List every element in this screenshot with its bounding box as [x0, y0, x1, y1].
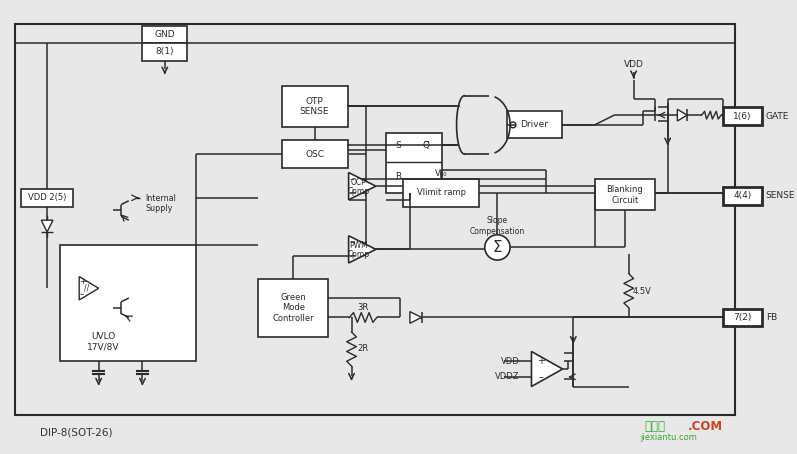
Text: VDD 2(5): VDD 2(5)	[28, 193, 66, 202]
Bar	[507, 111, 562, 138]
Bar	[723, 107, 762, 125]
Text: Green
Mode
Controller: Green Mode Controller	[273, 293, 314, 323]
Text: +: +	[347, 188, 355, 198]
Text: 接线图: 接线图	[645, 420, 665, 433]
Text: –: –	[349, 174, 354, 184]
Bar	[60, 245, 196, 361]
Text: PWM: PWM	[349, 241, 367, 250]
Text: jiexiantu.com: jiexiantu.com	[640, 433, 697, 442]
Polygon shape	[532, 351, 563, 386]
Text: //: //	[84, 284, 89, 293]
Text: 8(1): 8(1)	[155, 47, 174, 56]
Bar	[281, 140, 347, 168]
Bar	[723, 309, 762, 326]
Text: +: +	[347, 251, 355, 261]
Text: S: S	[395, 141, 401, 150]
Text: Blanking
Circuit: Blanking Circuit	[607, 185, 643, 205]
Polygon shape	[677, 109, 687, 121]
Text: OSC: OSC	[305, 149, 324, 158]
Text: UVLO: UVLO	[92, 332, 116, 341]
Circle shape	[485, 235, 510, 260]
Text: Slope
Compensation: Slope Compensation	[469, 216, 525, 236]
Text: 17V/8V: 17V/8V	[87, 342, 120, 351]
Text: +: +	[537, 356, 545, 366]
Polygon shape	[348, 236, 376, 263]
Text: VDD: VDD	[501, 357, 520, 366]
Text: .COM: .COM	[688, 420, 723, 433]
Bar	[281, 86, 347, 127]
Text: Internal
Supply: Internal Supply	[145, 194, 176, 213]
Text: V₀₀: V₀₀	[435, 169, 447, 178]
Text: –: –	[349, 237, 354, 247]
Text: VDD: VDD	[624, 60, 643, 69]
Text: SENSE: SENSE	[766, 192, 795, 200]
Text: R: R	[395, 172, 402, 181]
Text: Σ: Σ	[493, 240, 502, 255]
Text: DIP-8(SOT-26): DIP-8(SOT-26)	[41, 427, 113, 437]
Text: Comp: Comp	[347, 250, 369, 259]
Text: OTP
SENSE: OTP SENSE	[300, 97, 329, 116]
Text: Driver: Driver	[520, 120, 548, 129]
Bar	[386, 133, 442, 193]
Text: VDDZ: VDDZ	[495, 372, 520, 381]
Text: 4(4): 4(4)	[733, 192, 752, 200]
Text: GND: GND	[155, 30, 175, 39]
Bar	[403, 179, 479, 207]
Text: 2R: 2R	[358, 344, 369, 353]
Text: 4.5V: 4.5V	[633, 286, 652, 296]
Text: 3R: 3R	[358, 303, 369, 312]
Polygon shape	[410, 311, 422, 323]
Bar	[143, 43, 187, 61]
Bar	[143, 26, 187, 43]
Text: 1(6): 1(6)	[733, 112, 752, 121]
Text: +: +	[79, 277, 85, 286]
Text: 7(2): 7(2)	[733, 313, 752, 322]
Text: Comp: Comp	[347, 187, 369, 196]
Text: –: –	[539, 372, 544, 382]
Text: Vlimit ramp: Vlimit ramp	[417, 188, 465, 197]
Text: OCP: OCP	[351, 178, 366, 187]
Bar	[258, 279, 328, 337]
Bar	[15, 24, 735, 415]
Text: –: –	[80, 291, 84, 300]
Text: FB: FB	[766, 313, 777, 322]
Polygon shape	[41, 220, 53, 232]
Polygon shape	[348, 173, 376, 200]
Text: Q̅: Q̅	[423, 141, 430, 150]
Bar	[723, 187, 762, 205]
Text: GATE: GATE	[766, 112, 789, 121]
Bar	[595, 179, 655, 211]
Bar	[21, 189, 73, 207]
